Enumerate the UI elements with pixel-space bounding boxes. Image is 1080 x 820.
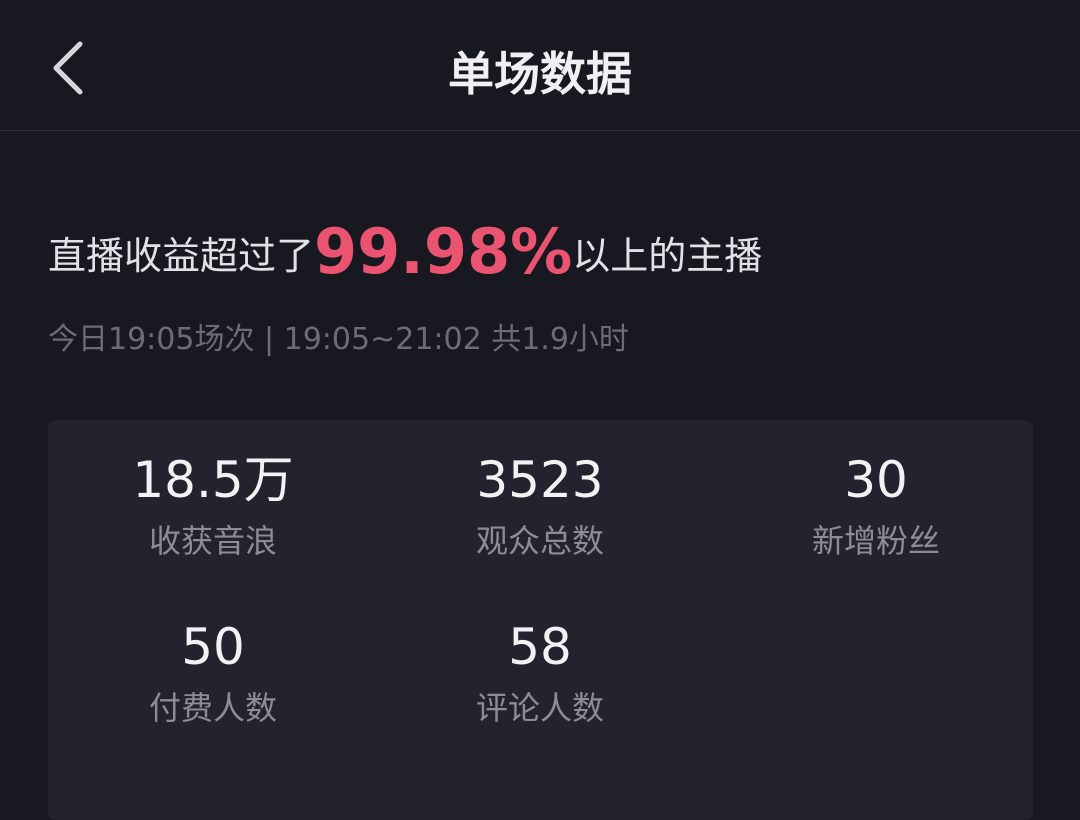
stat-value: 30 bbox=[844, 451, 908, 509]
chevron-left-icon bbox=[53, 41, 83, 95]
stat-value: 50 bbox=[181, 618, 245, 676]
stats-card: 18.5万 收获音浪 3523 观众总数 30 新增粉丝 50 付费人数 58 … bbox=[48, 420, 1033, 820]
ranking-prefix: 直播收益超过了 bbox=[48, 234, 315, 278]
stat-label: 新增粉丝 bbox=[811, 522, 940, 560]
stat-item[interactable]: 18.5万 收获音浪 bbox=[48, 450, 378, 562]
stat-item[interactable]: 30 新增粉丝 bbox=[711, 450, 1041, 562]
stat-value: 3523 bbox=[476, 451, 604, 509]
page-title: 单场数据 bbox=[448, 47, 632, 101]
back-button[interactable] bbox=[48, 40, 88, 96]
stat-value: 58 bbox=[508, 618, 572, 676]
stat-item[interactable]: 58 评论人数 bbox=[375, 617, 705, 729]
session-info: 今日19:05场次 | 19:05~21:02 共1.9小时 bbox=[48, 322, 629, 357]
nav-bar: 单场数据 bbox=[0, 0, 1080, 131]
stat-label: 评论人数 bbox=[475, 689, 604, 727]
stat-label: 收获音浪 bbox=[148, 522, 277, 560]
ranking-percent: 99.98% bbox=[314, 215, 573, 288]
stat-label: 观众总数 bbox=[475, 522, 604, 560]
stat-value: 18.5万 bbox=[132, 451, 294, 509]
stat-item[interactable]: 3523 观众总数 bbox=[375, 450, 705, 562]
ranking-suffix: 以上的主播 bbox=[572, 234, 763, 278]
stat-label: 付费人数 bbox=[148, 689, 277, 727]
revenue-ranking-text: 直播收益超过了99.98%以上的主播 bbox=[48, 215, 762, 288]
stat-item[interactable]: 50 付费人数 bbox=[48, 617, 378, 729]
